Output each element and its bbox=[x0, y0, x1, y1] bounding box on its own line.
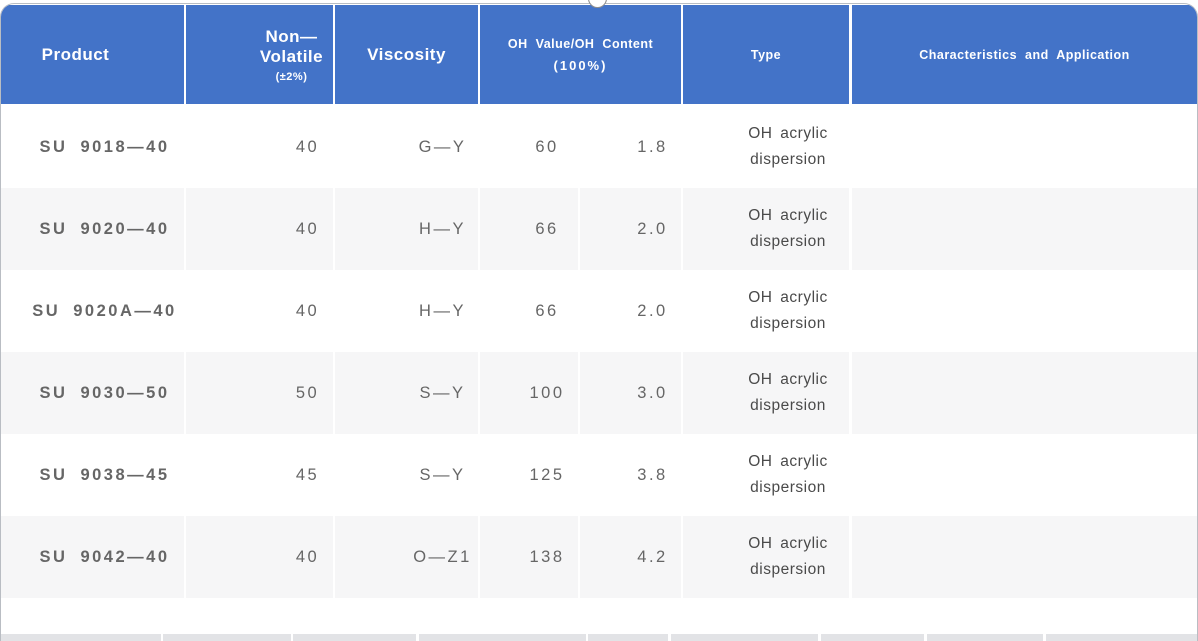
characteristics-cell bbox=[852, 270, 1197, 352]
product-cell: SU 9042—40 bbox=[1, 516, 184, 598]
viscosity-cell: H—Y bbox=[335, 188, 478, 270]
characteristics-cell bbox=[852, 352, 1197, 434]
product-cell: SU 9038—45 bbox=[39, 465, 170, 484]
product-cell: SU 9030—50 bbox=[1, 352, 184, 434]
product-cell: SU 9020—40 bbox=[1, 188, 184, 270]
oh-value-cell: 125 bbox=[529, 465, 565, 484]
table-row: SU 9020—40 40 H—Y 66 2.0 OH acrylic disp… bbox=[1, 188, 1197, 270]
table-row: SU 9020A—40 40 H—Y 66 2.0 OH acrylic dis… bbox=[1, 270, 1197, 352]
next-table-header-partial bbox=[588, 634, 668, 641]
column-header-non-volatile: Non— Volatile (±2%) bbox=[186, 5, 333, 104]
type-cell: OH acrylic dispersion bbox=[683, 188, 849, 270]
non-volatile-cell: 40 bbox=[295, 301, 320, 320]
table-row: SU 9038—45 45 S—Y 125 3.8 OH acrylic dis… bbox=[1, 434, 1197, 516]
next-table-header-partial bbox=[293, 634, 416, 641]
non-volatile-tolerance: (±2%) bbox=[275, 70, 308, 83]
type-text: OH acrylic dispersion bbox=[748, 207, 828, 250]
oh-content-cell: 2.0 bbox=[580, 188, 681, 270]
viscosity-cell: S—Y bbox=[419, 465, 466, 484]
next-table-header-partial bbox=[419, 634, 586, 641]
characteristics-cell bbox=[852, 434, 1197, 516]
oh-value-cell: 66 bbox=[480, 188, 578, 270]
characteristics-label: Characteristics and Application bbox=[919, 47, 1130, 62]
oh-content-cell: 4.2 bbox=[580, 516, 681, 598]
next-table-header-partial bbox=[927, 634, 1043, 641]
next-table-header-partial bbox=[671, 634, 818, 641]
viscosity-cell: G—Y bbox=[418, 137, 467, 156]
non-volatile-cell: 40 bbox=[295, 137, 320, 156]
viscosity-cell: S—Y bbox=[335, 352, 478, 434]
product-cell: SU 9020A—40 bbox=[32, 301, 177, 320]
type-text: OH acrylic dispersion bbox=[748, 371, 828, 414]
next-table-header-partial bbox=[1046, 634, 1197, 641]
oh-title: OH Value/OH Content bbox=[507, 36, 654, 51]
viscosity-label: Viscosity bbox=[367, 44, 446, 64]
type-text: OH acrylic dispersion bbox=[748, 453, 828, 496]
column-header-oh-value: OH Value/OH Content (100%) bbox=[480, 5, 681, 104]
table-row: SU 9030—50 50 S—Y 100 3.0 OH acrylic dis… bbox=[1, 352, 1197, 434]
type-cell: OH acrylic dispersion bbox=[683, 516, 849, 598]
type-text: OH acrylic dispersion bbox=[748, 535, 828, 578]
product-table-panel: Product Non— Volatile (±2%) Viscosity OH… bbox=[0, 3, 1198, 641]
type-text: OH acrylic dispersion bbox=[748, 289, 828, 332]
non-volatile-cell: 40 bbox=[186, 188, 333, 270]
table-row: SU 9042—40 40 O—Z1 138 4.2 OH acrylic di… bbox=[1, 516, 1197, 598]
type-cell: OH acrylic dispersion bbox=[683, 352, 849, 434]
column-header-product: Product bbox=[1, 5, 184, 104]
characteristics-cell bbox=[852, 188, 1197, 270]
non-volatile-cell: 45 bbox=[295, 465, 320, 484]
viscosity-cell: O—Z1 bbox=[335, 516, 478, 598]
next-table-header-partial bbox=[821, 634, 924, 641]
oh-value-cell: 66 bbox=[535, 301, 559, 320]
column-header-viscosity: Viscosity bbox=[335, 5, 478, 104]
oh-content-cell: 3.8 bbox=[637, 465, 668, 484]
non-volatile-cell: 40 bbox=[186, 516, 333, 598]
oh-value-cell: 138 bbox=[480, 516, 578, 598]
type-cell: OH acrylic dispersion bbox=[683, 434, 849, 516]
oh-content-cell: 3.0 bbox=[580, 352, 681, 434]
table-header-row: Product Non— Volatile (±2%) Viscosity OH… bbox=[1, 5, 1197, 104]
oh-content-cell: 2.0 bbox=[637, 301, 668, 320]
oh-value-cell: 60 bbox=[535, 137, 559, 156]
characteristics-cell bbox=[852, 516, 1197, 598]
oh-content-cell: 1.8 bbox=[637, 137, 668, 156]
product-cell: SU 9018—40 bbox=[39, 137, 170, 156]
oh-subtitle: (100%) bbox=[553, 57, 608, 73]
next-table-header-partial bbox=[163, 634, 291, 641]
type-label: Type bbox=[750, 47, 782, 62]
column-header-characteristics: Characteristics and Application bbox=[852, 5, 1197, 104]
column-header-product-label: Product bbox=[41, 44, 110, 64]
column-header-type: Type bbox=[683, 5, 849, 104]
oh-value-cell: 100 bbox=[480, 352, 578, 434]
type-cell: OH acrylic dispersion bbox=[683, 106, 849, 188]
characteristics-cell bbox=[852, 106, 1197, 188]
non-volatile-line1: Non— bbox=[265, 26, 318, 46]
type-cell: OH acrylic dispersion bbox=[683, 270, 849, 352]
viscosity-cell: H—Y bbox=[419, 301, 466, 320]
table-row: SU 9018—40 40 G—Y 60 1.8 OH acrylic disp… bbox=[1, 106, 1197, 188]
type-text: OH acrylic dispersion bbox=[748, 125, 828, 168]
non-volatile-line2: Volatile bbox=[259, 46, 324, 66]
non-volatile-cell: 50 bbox=[186, 352, 333, 434]
next-table-header-partial bbox=[1, 634, 161, 641]
